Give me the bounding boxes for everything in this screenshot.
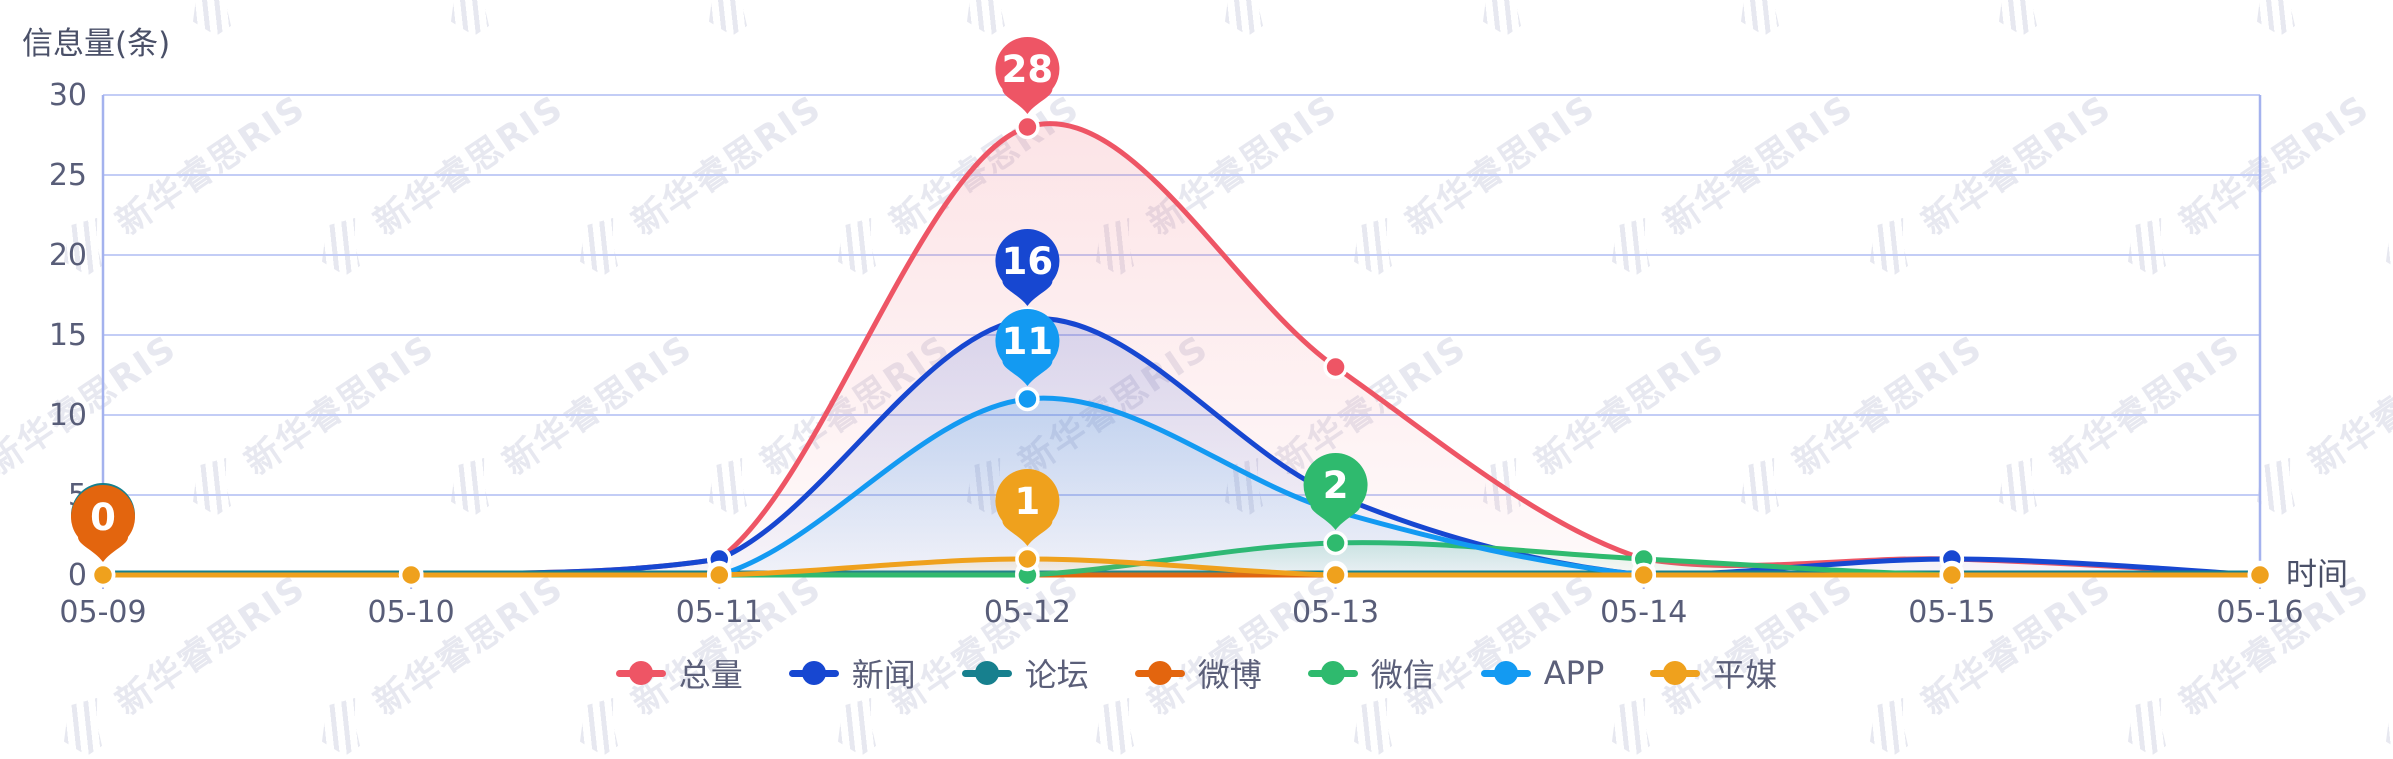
x-axis-title: 时间: [2286, 557, 2348, 593]
legend-item-weibo[interactable]: 微博: [1134, 650, 1262, 696]
x-tick-label: 05-15: [1908, 595, 1995, 630]
pin-value-label: 28: [1002, 48, 1054, 91]
y-tick-label: 15: [49, 318, 87, 353]
x-tick-label: 05-10: [368, 595, 455, 630]
pin-value-label: 2: [1323, 464, 1349, 507]
series-dot-total[interactable]: [1015, 114, 1040, 140]
series-dot-total[interactable]: [1323, 354, 1348, 380]
legend-label: 总量: [678, 656, 743, 694]
series-dot-media[interactable]: [1015, 546, 1040, 572]
legend-marker-icon: [1307, 669, 1358, 677]
legend-marker-icon: [788, 669, 839, 677]
y-tick-label: 30: [49, 78, 87, 113]
series-dot-media[interactable]: [1939, 562, 1965, 588]
pin-value-label: 16: [1002, 240, 1054, 283]
legend-item-forum[interactable]: 论坛: [961, 650, 1089, 696]
legend-marker-icon: [961, 669, 1012, 677]
series-dot-media[interactable]: [707, 562, 732, 588]
series-pin-wechat[interactable]: 2: [1303, 453, 1368, 530]
legend-item-wechat[interactable]: 微信: [1307, 650, 1435, 696]
legend-label: 微信: [1370, 656, 1435, 694]
series-pin-weibo[interactable]: 0: [71, 485, 135, 562]
series-dot-app[interactable]: [1015, 386, 1040, 412]
series-dot-media[interactable]: [398, 562, 424, 588]
legend-marker-icon: [1134, 669, 1185, 677]
series-dot-wechat[interactable]: [1323, 530, 1348, 556]
series-dot-media[interactable]: [2247, 562, 2273, 588]
legend-label: 新闻: [851, 656, 916, 694]
x-tick-label: 05-12: [984, 595, 1071, 630]
series-dot-media[interactable]: [90, 562, 116, 588]
legend-label: 微博: [1197, 656, 1262, 694]
y-tick-label: 10: [49, 398, 87, 433]
series-pin-app[interactable]: 11: [995, 309, 1060, 386]
series-line-media[interactable]: [100, 556, 2263, 578]
legend-item-media[interactable]: 平媒: [1650, 650, 1777, 696]
x-tick-label: 05-13: [1292, 595, 1379, 630]
pin-value-label: 0: [90, 496, 116, 539]
series-dot-media[interactable]: [1323, 562, 1348, 588]
pin-value-label: 1: [1015, 480, 1041, 523]
series-pin-total[interactable]: 28: [995, 37, 1060, 114]
y-tick-label: 0: [68, 558, 87, 593]
series-dot-media[interactable]: [1631, 562, 1656, 588]
pin-value-label: 11: [1002, 320, 1054, 363]
y-tick-label: 25: [49, 158, 87, 193]
legend-item-total[interactable]: 总量: [615, 650, 743, 696]
series-pin-news[interactable]: 16: [995, 229, 1060, 306]
x-tick-label: 05-11: [676, 595, 763, 630]
y-tick-label: 20: [49, 238, 87, 273]
legend-item-news[interactable]: 新闻: [788, 650, 916, 696]
y-axis-title: 信息量(条): [22, 26, 171, 62]
legend-label: APP: [1543, 654, 1605, 692]
legend-item-app[interactable]: APP: [1480, 654, 1605, 692]
series-area-total: [103, 123, 2260, 576]
legend-label: 论坛: [1024, 656, 1089, 694]
legend-marker-icon: [1480, 669, 1531, 677]
x-tick-label: 05-14: [1600, 595, 1687, 630]
x-tick-label: 05-16: [2216, 595, 2303, 630]
series-area-app: [103, 398, 2260, 575]
legend-marker-icon: [1650, 669, 1701, 677]
x-tick-label: 05-09: [59, 595, 146, 630]
legend: 总量 新闻 论坛 微博 微信 APP 平媒: [0, 650, 2393, 696]
legend-label: 平媒: [1713, 656, 1778, 694]
legend-marker-icon: [615, 669, 666, 677]
